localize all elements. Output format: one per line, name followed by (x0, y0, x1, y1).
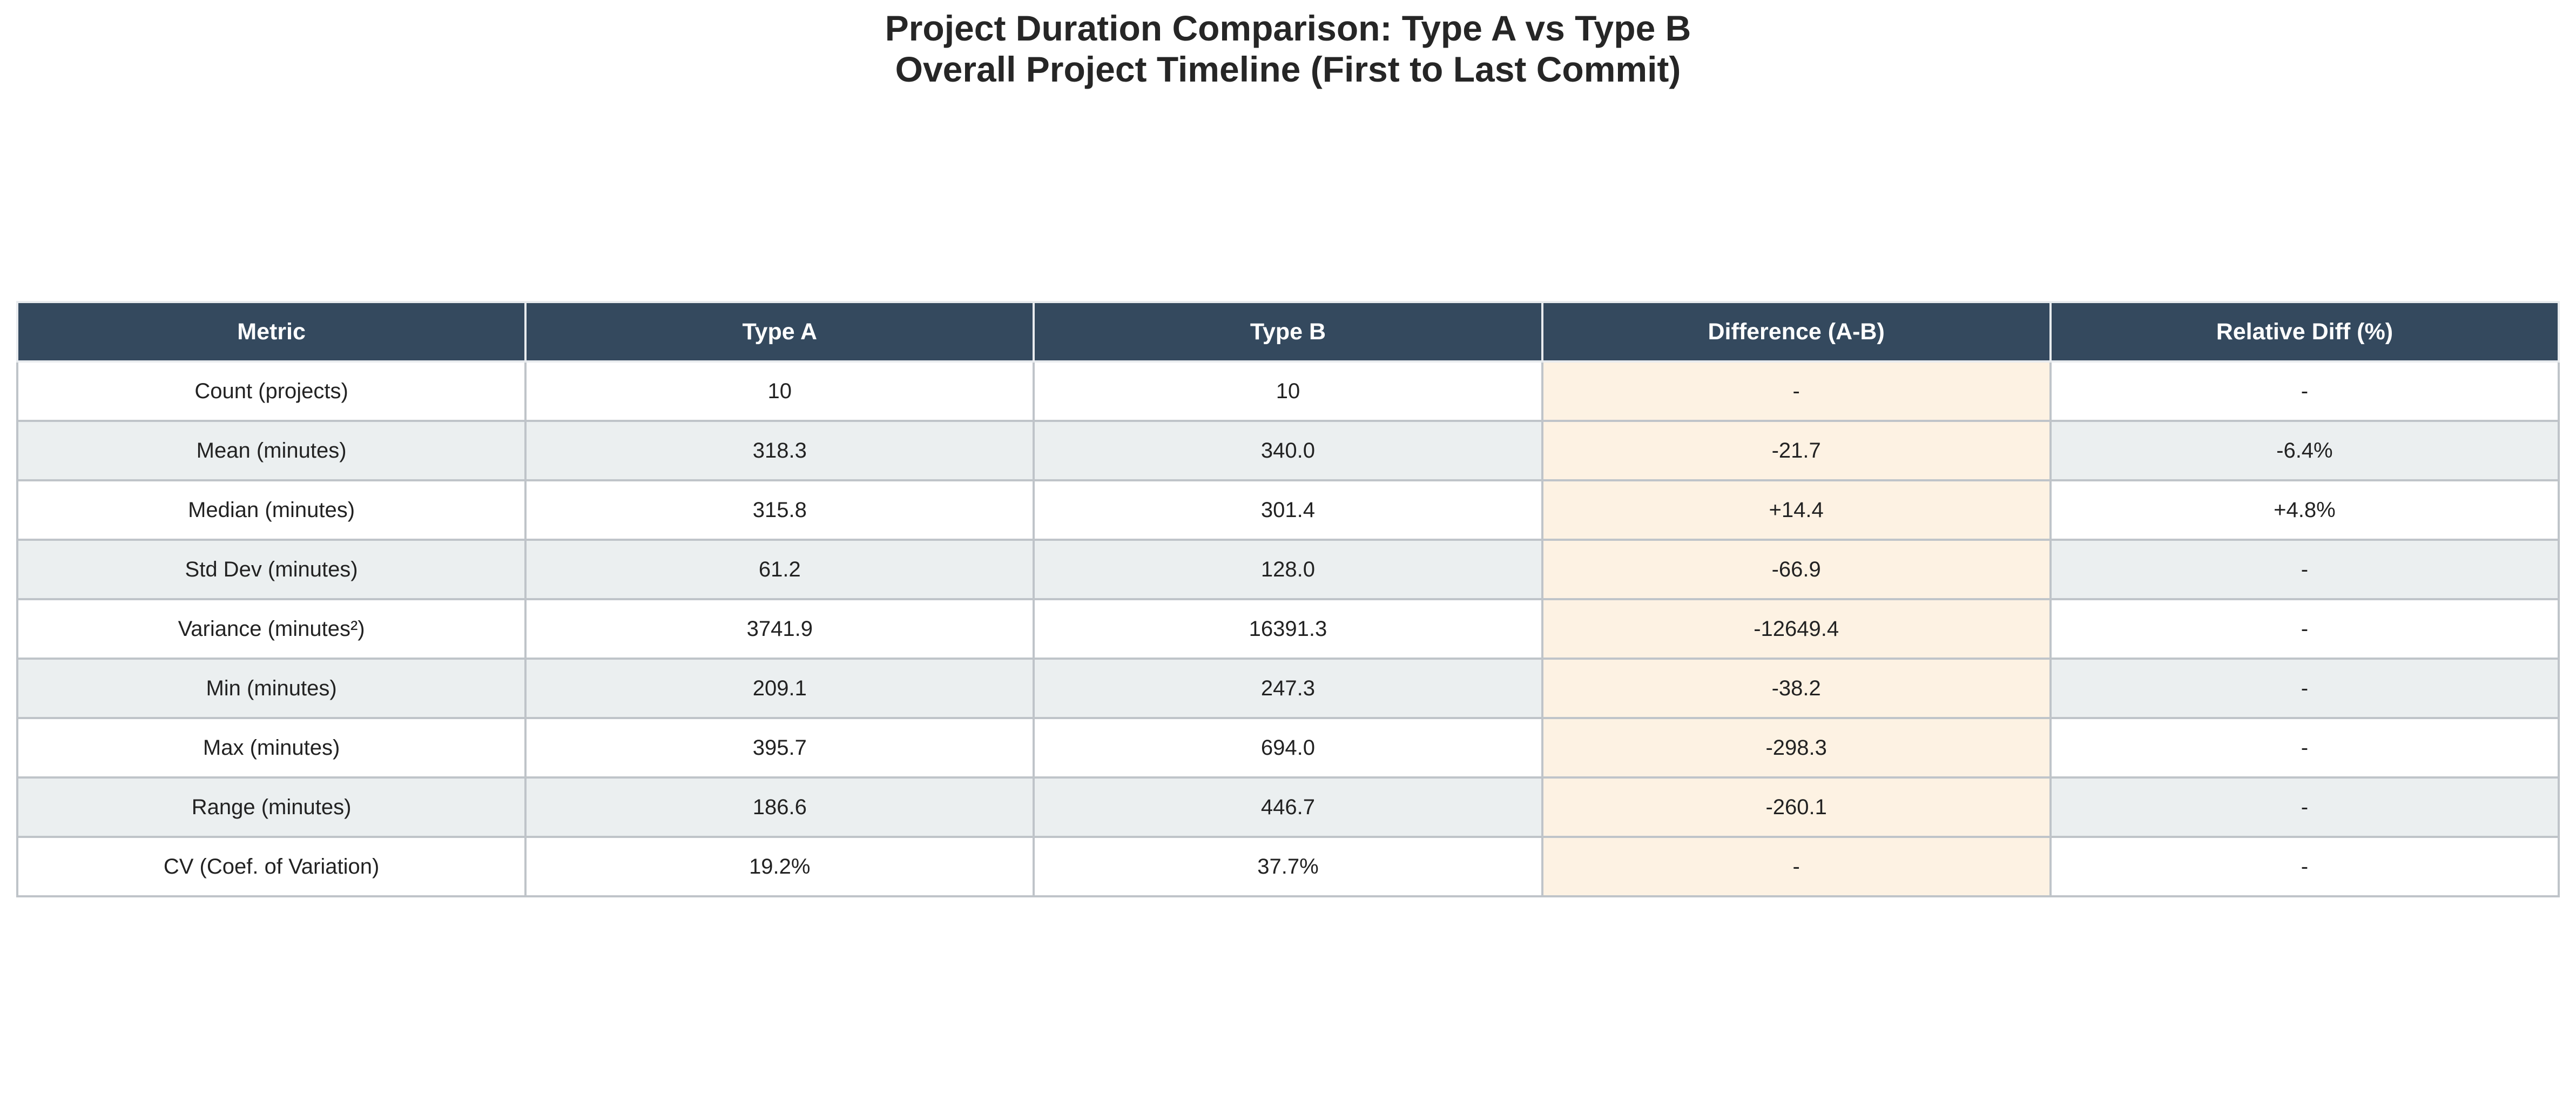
header-type-b: Type B (1033, 301, 1543, 363)
chart-title-line-2: Overall Project Timeline (First to Last … (895, 49, 1681, 89)
metric-cell: Variance (minutes²) (16, 598, 527, 660)
metric-cell: Std Dev (minutes) (16, 539, 527, 600)
difference-cell: -260.1 (1541, 776, 2052, 838)
relative-diff-cell: - (2049, 360, 2560, 422)
chart-title: Project Duration Comparison: Type A vs T… (0, 8, 2576, 90)
difference-cell: -12649.4 (1541, 598, 2052, 660)
type-a-cell: 209.1 (524, 658, 1035, 719)
table-header-row: Metric Type A Type B Difference (A-B) Re… (16, 301, 2560, 363)
type-a-cell: 315.8 (524, 479, 1035, 541)
relative-diff-cell: - (2049, 598, 2560, 660)
type-b-cell: 340.0 (1033, 420, 1543, 481)
metric-cell: Min (minutes) (16, 658, 527, 719)
type-a-cell: 3741.9 (524, 598, 1035, 660)
table-row: Min (minutes) 209.1 247.3 -38.2 - (16, 658, 2560, 719)
metric-cell: CV (Coef. of Variation) (16, 836, 527, 897)
relative-diff-cell: - (2049, 658, 2560, 719)
metric-cell: Max (minutes) (16, 717, 527, 779)
table-row: Mean (minutes) 318.3 340.0 -21.7 -6.4% (16, 420, 2560, 481)
metric-cell: Median (minutes) (16, 479, 527, 541)
difference-cell: -66.9 (1541, 539, 2052, 600)
table-row: Max (minutes) 395.7 694.0 -298.3 - (16, 717, 2560, 779)
type-b-cell: 247.3 (1033, 658, 1543, 719)
header-type-a: Type A (524, 301, 1035, 363)
difference-cell: +14.4 (1541, 479, 2052, 541)
relative-diff-cell: -6.4% (2049, 420, 2560, 481)
type-a-cell: 395.7 (524, 717, 1035, 779)
relative-diff-cell: +4.8% (2049, 479, 2560, 541)
type-a-cell: 61.2 (524, 539, 1035, 600)
type-a-cell: 186.6 (524, 776, 1035, 838)
type-b-cell: 128.0 (1033, 539, 1543, 600)
difference-cell: -21.7 (1541, 420, 2052, 481)
type-b-cell: 301.4 (1033, 479, 1543, 541)
type-a-cell: 318.3 (524, 420, 1035, 481)
metric-cell: Count (projects) (16, 360, 527, 422)
header-metric: Metric (16, 301, 527, 363)
difference-cell: -38.2 (1541, 658, 2052, 719)
relative-diff-cell: - (2049, 836, 2560, 897)
header-relative-diff: Relative Diff (%) (2049, 301, 2560, 363)
table-row: CV (Coef. of Variation) 19.2% 37.7% - - (16, 836, 2560, 897)
table-row: Count (projects) 10 10 - - (16, 360, 2560, 422)
difference-cell: - (1541, 836, 2052, 897)
relative-diff-cell: - (2049, 539, 2560, 600)
type-b-cell: 446.7 (1033, 776, 1543, 838)
difference-cell: - (1541, 360, 2052, 422)
type-a-cell: 10 (524, 360, 1035, 422)
difference-cell: -298.3 (1541, 717, 2052, 779)
table-row: Std Dev (minutes) 61.2 128.0 -66.9 - (16, 539, 2560, 600)
type-b-cell: 694.0 (1033, 717, 1543, 779)
table-row: Variance (minutes²) 3741.9 16391.3 -1264… (16, 598, 2560, 660)
relative-diff-cell: - (2049, 776, 2560, 838)
statistics-table: Metric Type A Type B Difference (A-B) Re… (16, 301, 2560, 897)
metric-cell: Mean (minutes) (16, 420, 527, 481)
relative-diff-cell: - (2049, 717, 2560, 779)
metric-cell: Range (minutes) (16, 776, 527, 838)
type-b-cell: 10 (1033, 360, 1543, 422)
type-b-cell: 37.7% (1033, 836, 1543, 897)
table-row: Median (minutes) 315.8 301.4 +14.4 +4.8% (16, 479, 2560, 541)
type-b-cell: 16391.3 (1033, 598, 1543, 660)
type-a-cell: 19.2% (524, 836, 1035, 897)
chart-title-line-1: Project Duration Comparison: Type A vs T… (885, 8, 1691, 48)
header-difference: Difference (A-B) (1541, 301, 2052, 363)
table-row: Range (minutes) 186.6 446.7 -260.1 - (16, 776, 2560, 838)
